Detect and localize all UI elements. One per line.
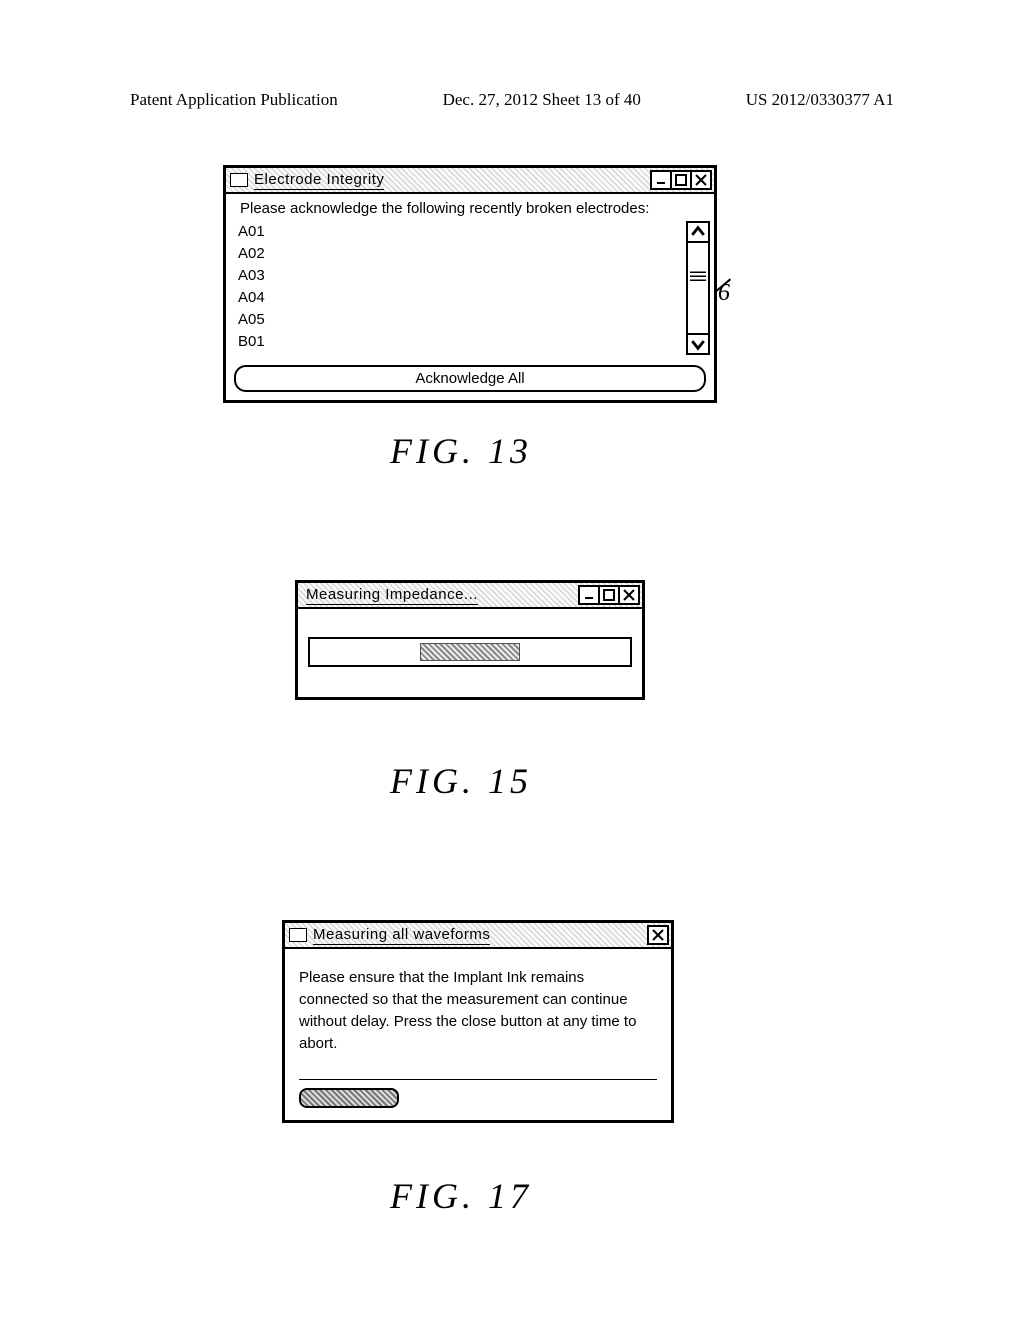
window-title: Measuring all waveforms <box>313 926 490 945</box>
figure-label-13: FIG. 13 <box>390 430 532 472</box>
page-header: Patent Application Publication Dec. 27, … <box>0 90 1024 110</box>
maximize-button[interactable] <box>598 585 620 605</box>
electrode-integrity-window: Electrode Integrity Please acknowledge t… <box>223 165 717 403</box>
close-button[interactable] <box>647 925 669 945</box>
scroll-up-button[interactable] <box>686 221 710 243</box>
system-menu-icon[interactable] <box>289 928 307 942</box>
list-item[interactable]: A03 <box>238 265 686 287</box>
measuring-waveforms-window: Measuring all waveforms Please ensure th… <box>282 920 674 1123</box>
callout-6: 6 <box>718 280 730 307</box>
close-button[interactable] <box>690 170 712 190</box>
header-right: US 2012/0330377 A1 <box>746 90 894 110</box>
measuring-impedance-window: Measuring Impedance... <box>295 580 645 700</box>
maximize-button[interactable] <box>670 170 692 190</box>
minimize-button[interactable] <box>578 585 600 605</box>
progress-bar <box>299 1088 399 1108</box>
scroll-down-button[interactable] <box>686 333 710 355</box>
titlebar[interactable]: Measuring Impedance... <box>298 583 642 609</box>
scroll-track[interactable] <box>686 243 710 333</box>
progress-bar <box>420 643 520 661</box>
list-item[interactable]: B01 <box>238 331 686 353</box>
message-text: Please ensure that the Implant Ink remai… <box>299 967 657 1055</box>
header-left: Patent Application Publication <box>130 90 338 110</box>
system-menu-icon[interactable] <box>230 173 248 187</box>
titlebar[interactable]: Measuring all waveforms <box>285 923 671 949</box>
scrollbar[interactable] <box>686 221 710 355</box>
titlebar[interactable]: Electrode Integrity <box>226 168 714 194</box>
scroll-thumb[interactable] <box>690 271 706 281</box>
list-item[interactable]: A02 <box>238 243 686 265</box>
header-center: Dec. 27, 2012 Sheet 13 of 40 <box>443 90 641 110</box>
acknowledge-all-button[interactable]: Acknowledge All <box>234 365 706 392</box>
prompt-text: Please acknowledge the following recentl… <box>240 200 710 217</box>
close-button[interactable] <box>618 585 640 605</box>
list-item[interactable]: A01 <box>238 221 686 243</box>
separator <box>299 1079 657 1080</box>
progress-container <box>308 637 632 667</box>
list-item[interactable]: A04 <box>238 287 686 309</box>
minimize-button[interactable] <box>650 170 672 190</box>
figure-label-17: FIG. 17 <box>390 1175 532 1217</box>
electrode-list[interactable]: A01 A02 A03 A04 A05 B01 <box>234 221 686 355</box>
list-item[interactable]: A05 <box>238 309 686 331</box>
figure-label-15: FIG. 15 <box>390 760 532 802</box>
window-title: Measuring Impedance... <box>306 586 478 605</box>
window-title: Electrode Integrity <box>254 171 384 190</box>
